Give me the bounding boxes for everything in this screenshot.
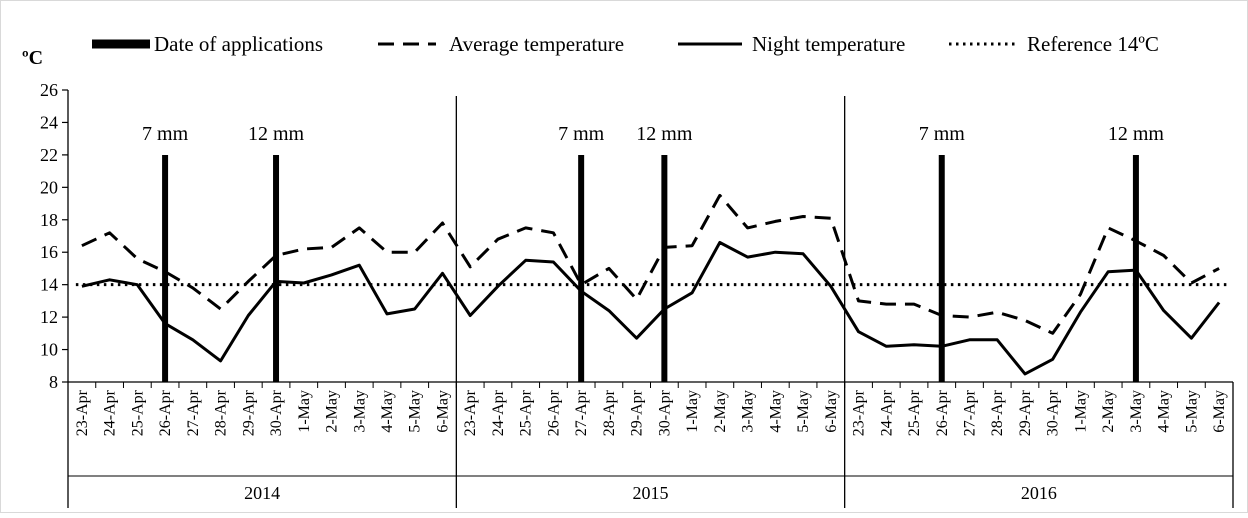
x-tick-label: 25-Apr bbox=[129, 389, 146, 436]
x-tick-label: 24-Apr bbox=[102, 389, 119, 436]
legend-label-reference: Reference 14ºC bbox=[1027, 32, 1159, 56]
legend-item-reference: Reference 14ºC bbox=[949, 32, 1159, 56]
x-tick-label: 28-Apr bbox=[601, 389, 618, 436]
application-label: 7 mm bbox=[142, 123, 189, 145]
x-tick-label: 3-May bbox=[740, 390, 757, 433]
y-tick-label: 12 bbox=[40, 307, 58, 327]
x-tick-label: 6-May bbox=[823, 390, 840, 433]
y-tick-label: 10 bbox=[40, 340, 58, 360]
x-tick-label: 5-May bbox=[795, 390, 812, 433]
average-temperature-line bbox=[81, 193, 1220, 335]
application-label: 12 mm bbox=[248, 123, 305, 145]
labels-layer: 23-Apr 24-Apr 25-Apr 26-Apr 27-Apr 28-Apr 29-A… bbox=[74, 123, 1228, 503]
x-tick-label: 5-May bbox=[1183, 390, 1200, 433]
year-label: 2015 bbox=[633, 483, 669, 503]
x-tick-label: 29-Apr bbox=[629, 389, 646, 436]
series-lines-layer bbox=[81, 193, 1221, 376]
application-label: 12 mm bbox=[1108, 123, 1165, 145]
y-tick-label: 24 bbox=[40, 112, 58, 132]
x-tick-label: 24-Apr bbox=[490, 389, 507, 436]
x-tick-label: 3-May bbox=[351, 390, 368, 433]
x-tick-label: 2-May bbox=[324, 390, 341, 433]
year-label: 2016 bbox=[1021, 483, 1057, 503]
y-unit-label: ºC bbox=[22, 47, 43, 69]
application-bars-layer bbox=[162, 155, 1139, 382]
x-tick-label: 27-Apr bbox=[573, 389, 590, 436]
y-tick-label: 20 bbox=[40, 177, 58, 197]
legend-item-night: Night temperature bbox=[678, 32, 905, 56]
application-label: 7 mm bbox=[558, 123, 605, 145]
x-tick-label: 30-Apr bbox=[268, 389, 285, 436]
axes-layer: 8 10 12 14 16 18 20 22 24 26 bbox=[40, 80, 1234, 508]
legend-label-night: Night temperature bbox=[752, 32, 905, 56]
x-tick-label: 23-Apr bbox=[851, 389, 868, 436]
y-tick-label: 14 bbox=[40, 275, 58, 295]
x-tick-label: 24-Apr bbox=[878, 389, 895, 436]
x-tick-label: 28-Apr bbox=[213, 389, 230, 436]
legend-item-applications: Date of applications bbox=[92, 32, 323, 56]
x-tick-label: 1-May bbox=[296, 390, 313, 433]
x-tick-label: 2-May bbox=[712, 390, 729, 433]
application-label: 7 mm bbox=[919, 123, 966, 145]
x-tick-label: 25-Apr bbox=[906, 389, 923, 436]
y-tick-label: 18 bbox=[40, 210, 58, 230]
x-tick-label: 2-May bbox=[1100, 390, 1117, 433]
y-tick-label: 22 bbox=[40, 145, 58, 165]
x-tick-label: 30-Apr bbox=[1045, 389, 1062, 436]
x-tick-label: 1-May bbox=[1072, 390, 1089, 433]
x-tick-label: 3-May bbox=[1128, 390, 1145, 433]
x-tick-label: 30-Apr bbox=[656, 389, 673, 436]
x-tick-label: 26-Apr bbox=[934, 389, 951, 436]
application-label: 12 mm bbox=[636, 123, 693, 145]
x-tick-label: 27-Apr bbox=[185, 389, 202, 436]
y-tick-label: 8 bbox=[49, 372, 58, 392]
year-label: 2014 bbox=[244, 483, 280, 503]
y-tick-label: 26 bbox=[40, 80, 58, 100]
legend-label-average: Average temperature bbox=[449, 32, 624, 56]
x-tick-label: 27-Apr bbox=[961, 389, 978, 436]
x-tick-label: 23-Apr bbox=[74, 389, 91, 436]
x-tick-label: 29-Apr bbox=[240, 389, 257, 436]
x-tick-label: 26-Apr bbox=[545, 389, 562, 436]
x-tick-label: 25-Apr bbox=[518, 389, 535, 436]
legend: Date of applications Average temperature… bbox=[92, 32, 1159, 56]
x-tick-label: 4-May bbox=[1156, 390, 1173, 433]
x-tick-label: 6-May bbox=[434, 390, 451, 433]
legend-item-average: Average temperature bbox=[378, 32, 624, 56]
x-tick-label: 5-May bbox=[407, 390, 424, 433]
x-tick-label: 4-May bbox=[767, 390, 784, 433]
x-tick-label: 23-Apr bbox=[462, 389, 479, 436]
night-temperature-line bbox=[81, 241, 1221, 376]
x-tick-label: 6-May bbox=[1211, 390, 1228, 433]
y-tick-label: 16 bbox=[40, 242, 58, 262]
x-tick-label: 28-Apr bbox=[989, 389, 1006, 436]
legend-label-applications: Date of applications bbox=[154, 32, 323, 56]
x-tick-label: 26-Apr bbox=[157, 389, 174, 436]
x-tick-label: 29-Apr bbox=[1017, 389, 1034, 436]
x-tick-label: 4-May bbox=[379, 390, 396, 433]
x-tick-label: 1-May bbox=[684, 390, 701, 433]
